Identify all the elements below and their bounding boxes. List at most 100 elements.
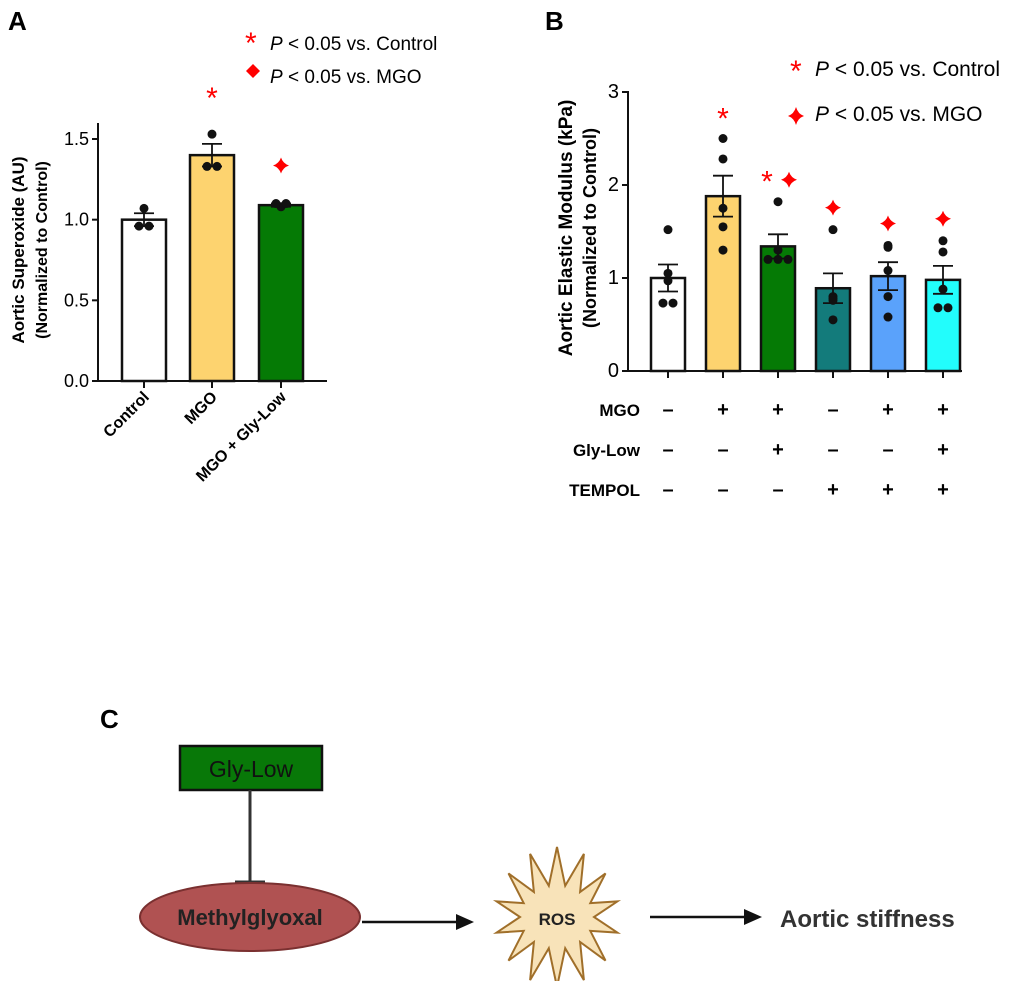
data-point (828, 315, 838, 325)
y-tick-label: 0.5 (64, 290, 89, 310)
data-point (668, 298, 678, 308)
data-point (663, 268, 673, 278)
data-point (783, 254, 793, 264)
data-point (144, 221, 154, 231)
data-point (773, 254, 783, 264)
data-point (212, 161, 222, 171)
data-point (883, 312, 893, 322)
legend-control-text: P < 0.05 vs. Control (815, 58, 1000, 81)
pathway-diagram: Gly-Low Methylglyoxal ROS Aortic stiffne… (139, 744, 955, 981)
treatment-cell: – (662, 399, 673, 421)
data-point (943, 303, 953, 313)
data-point (883, 266, 893, 276)
y-tick-label: 0 (608, 360, 619, 382)
legend-a: * P < 0.05 vs. Control P < 0.05 vs. MGO (245, 27, 437, 88)
ros-label: ROS (539, 910, 576, 929)
y-axis-title-a: Aortic Superoxide (AU) (9, 156, 28, 343)
bar (120, 218, 168, 383)
significance-asterisk-icon: * (206, 82, 218, 115)
y-axis-title-b: Aortic Elastic Modulus (kPa) (556, 100, 577, 357)
data-point (763, 254, 773, 264)
bar (188, 153, 236, 383)
treatment-cell: – (662, 479, 673, 501)
y-tick-label: 0.0 (64, 371, 89, 391)
treatment-cell: + (827, 479, 839, 501)
treatment-cell: + (882, 479, 894, 501)
data-point (883, 242, 893, 252)
treatment-row-label: Gly-Low (573, 441, 641, 460)
data-point (718, 222, 728, 232)
data-point (773, 245, 783, 255)
methylglyoxal-label: Methylglyoxal (177, 905, 322, 930)
gly-low-label: Gly-Low (209, 756, 294, 782)
treatment-row-label: MGO (599, 401, 640, 420)
gly-low-box (178, 744, 324, 792)
data-point (718, 134, 728, 143)
data-point (938, 247, 948, 257)
data-point (658, 298, 668, 308)
four-point-star-icon (788, 107, 804, 125)
data-point (773, 197, 783, 207)
legend-b: * P < 0.05 vs. Control P < 0.05 vs. MGO (788, 55, 1000, 126)
y-tick-label: 1 (608, 267, 619, 289)
chart-b: 0 1 2 3 * * MGO – + + – + + Gly-Low – – + – – + TEMPOL – – – + + + (569, 81, 962, 501)
asterisk-icon: * (790, 55, 802, 88)
data-point (281, 199, 291, 209)
treatment-cell: + (717, 399, 729, 421)
treatment-cell: + (882, 399, 894, 421)
treatment-cell: + (937, 399, 949, 421)
data-point (202, 161, 212, 171)
data-point (139, 203, 149, 213)
methylglyoxal-ellipse (139, 882, 361, 952)
treatment-cell: – (662, 439, 673, 461)
data-point (207, 129, 217, 139)
data-point (718, 203, 728, 213)
data-point (663, 225, 673, 235)
treatment-cell: – (827, 399, 838, 421)
panel-label-c: C (100, 704, 119, 734)
treatment-cell: + (772, 399, 784, 421)
treatment-cell: + (772, 439, 784, 461)
data-point (271, 199, 281, 209)
significance-diamond-icon (880, 215, 896, 232)
treatment-cell: – (882, 439, 893, 461)
treatment-cell: + (937, 479, 949, 501)
data-point (938, 284, 948, 294)
treatment-row-label: TEMPOL (569, 481, 640, 500)
panel-label-a: A (8, 6, 27, 36)
treatment-cell: – (772, 479, 783, 501)
y-axis-subtitle-b: (Normalized to Control) (580, 128, 600, 328)
legend-mgo-text: P < 0.05 vs. MGO (270, 67, 422, 88)
bar (924, 278, 962, 373)
significance-asterisk-icon: * (717, 103, 729, 136)
bar (257, 203, 305, 383)
ros-starburst-icon (492, 846, 622, 981)
significance-asterisk-icon: * (761, 166, 773, 199)
legend-mgo-text: P < 0.05 vs. MGO (815, 103, 983, 126)
treatment-cell: – (717, 479, 728, 501)
y-axis-subtitle-a: (Normalized to Control) (34, 161, 51, 339)
data-point (938, 236, 948, 246)
data-point (663, 276, 673, 286)
data-point (828, 225, 838, 235)
data-point (828, 295, 838, 305)
y-tick-label: 1.5 (64, 129, 89, 149)
data-point (933, 303, 943, 313)
y-tick-label: 1.0 (64, 210, 89, 230)
treatment-cell: + (937, 439, 949, 461)
significance-diamond-icon (781, 171, 797, 188)
data-point (718, 245, 728, 255)
significance-diamond-icon (273, 157, 289, 174)
y-tick-label: 2 (608, 174, 619, 196)
data-point (134, 221, 144, 231)
data-point (718, 154, 728, 164)
legend-control-text: P < 0.05 vs. Control (270, 34, 437, 55)
bar (759, 245, 797, 373)
x-category-label: Control (101, 389, 153, 441)
aortic-stiffness-label: Aortic stiffness (780, 906, 955, 933)
significance-diamond-icon (825, 199, 841, 216)
significance-diamond-icon (935, 210, 951, 227)
treatment-cell: – (717, 439, 728, 461)
